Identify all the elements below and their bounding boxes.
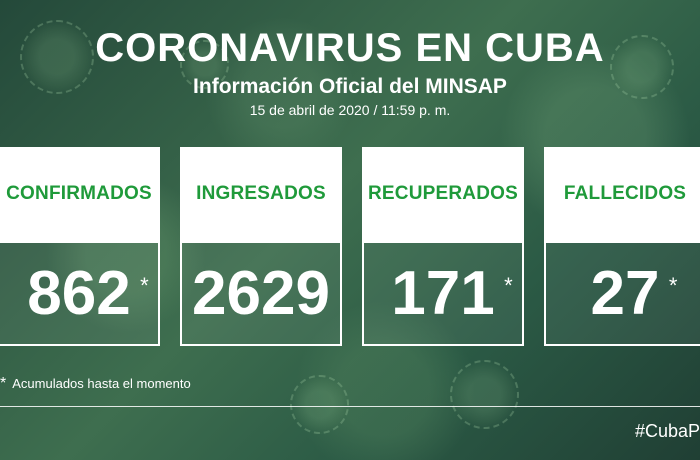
asterisk-mark: * — [504, 272, 513, 298]
card-label: FALLECIDOS — [563, 183, 687, 204]
card-value-box: 171 * — [362, 241, 524, 346]
card-recuperados: RECUPERADOS 171 * — [362, 147, 524, 346]
card-fallecidos: FALLECIDOS 27 * — [544, 147, 700, 346]
virus-graphic — [290, 375, 349, 434]
divider — [0, 406, 700, 407]
card-label-box: RECUPERADOS — [362, 147, 524, 241]
hashtag: #CubaP — [634, 421, 700, 441]
card-value: 171 * — [391, 258, 512, 329]
card-label: INGRESADOS — [196, 183, 326, 204]
card-confirmados: CONFIRMADOS 862 * — [0, 147, 160, 346]
card-label: RECUPERADOS — [368, 183, 518, 204]
virus-graphic — [20, 20, 94, 94]
card-number: 862 — [27, 258, 131, 328]
footnote-text: Acumulados hasta el momento — [12, 376, 191, 391]
virus-graphic — [450, 360, 519, 429]
card-ingresados: INGRESADOS 2629 — [180, 147, 342, 346]
card-value-box: 2629 — [180, 241, 342, 346]
footnote-asterisk: * — [0, 375, 7, 392]
card-number: 171 — [391, 258, 495, 328]
page-title: CORONAVIRUS EN CUBA — [95, 26, 605, 70]
virus-graphic — [610, 35, 674, 99]
asterisk-mark: * — [140, 272, 149, 298]
card-number: 2629 — [192, 258, 330, 328]
page-subtitle: Información Oficial del MINSAP — [193, 75, 507, 98]
asterisk-mark: * — [668, 272, 678, 298]
card-value: 27 * — [590, 258, 678, 329]
virus-graphic — [180, 40, 229, 89]
card-value-box: 27 * — [544, 241, 700, 346]
card-number: 27 — [590, 258, 660, 328]
card-label-box: CONFIRMADOS — [0, 147, 160, 241]
card-value: 862 * — [27, 258, 148, 329]
card-value: 2629 — [192, 259, 330, 329]
card-label-box: FALLECIDOS — [544, 147, 700, 241]
card-value-box: 862 * — [0, 241, 160, 346]
card-label-box: INGRESADOS — [180, 147, 342, 241]
report-date: 15 de abril de 2020 / 11:59 p. m. — [249, 102, 451, 118]
footnote: * Acumulados hasta el momento — [0, 375, 191, 393]
card-label: CONFIRMADOS — [6, 183, 152, 204]
